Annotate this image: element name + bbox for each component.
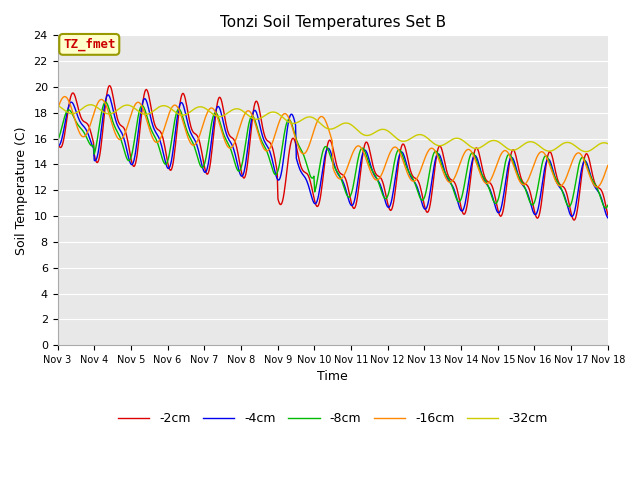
-2cm [106,83,113,88]
-32cm [401,138,408,144]
-32cm [54,103,61,108]
-4cm [604,215,612,221]
-16cm [401,161,408,167]
Y-axis label: Soil Temperature (C): Soil Temperature (C) [15,126,28,254]
-8cm [206,131,214,136]
-8cm [121,150,129,156]
-8cm [54,138,61,144]
Text: TZ_fmet: TZ_fmet [63,38,116,51]
-16cm [121,131,129,136]
-2cm [121,127,129,133]
-4cm [206,151,214,156]
X-axis label: Time: Time [317,371,348,384]
-8cm [401,158,408,164]
-16cm [61,94,68,99]
Line: -8cm: -8cm [58,102,608,208]
-32cm [417,132,424,137]
-8cm [417,195,424,201]
-2cm [401,142,408,148]
-16cm [54,107,61,112]
-8cm [63,108,71,113]
-2cm [54,139,61,144]
-16cm [65,97,72,103]
-2cm [604,212,612,218]
-8cm [602,205,609,211]
Line: -32cm: -32cm [58,105,608,152]
Line: -4cm: -4cm [58,95,608,218]
-32cm [86,102,94,108]
-32cm [206,109,214,115]
-4cm [63,108,71,114]
-2cm [206,164,214,169]
-2cm [177,96,184,102]
-2cm [570,217,578,223]
-4cm [121,139,129,145]
-32cm [121,103,129,108]
Legend: -2cm, -4cm, -8cm, -16cm, -32cm: -2cm, -4cm, -8cm, -16cm, -32cm [113,407,552,430]
Line: -2cm: -2cm [58,85,608,220]
-8cm [604,203,612,208]
-4cm [401,154,408,159]
-4cm [177,100,184,106]
-32cm [582,149,589,155]
-16cm [604,163,612,168]
-2cm [417,184,424,190]
-32cm [604,141,612,146]
-32cm [177,112,184,118]
-16cm [206,106,214,111]
-4cm [104,92,112,97]
-16cm [417,168,424,174]
-8cm [177,108,184,114]
-4cm [417,194,424,200]
-16cm [177,111,184,117]
Title: Tonzi Soil Temperatures Set B: Tonzi Soil Temperatures Set B [220,15,445,30]
Line: -16cm: -16cm [58,96,608,187]
-2cm [63,112,71,118]
-32cm [63,109,71,115]
-8cm [102,99,109,105]
-4cm [54,143,61,148]
-16cm [593,184,601,190]
